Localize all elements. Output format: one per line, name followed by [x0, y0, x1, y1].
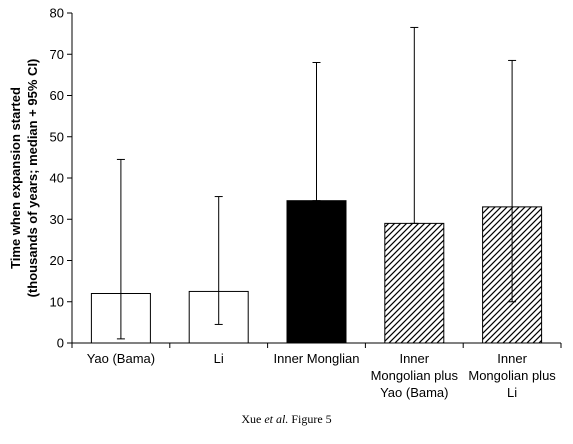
y-tick-label: 40 [50, 171, 64, 186]
x-tick-label-line: Yao (Bama) [87, 351, 155, 366]
x-tick-labels: Yao (Bama) Li Inner Monglian Inner Mongolian… [87, 351, 557, 400]
y-tick-label: 20 [50, 253, 64, 268]
y-tick-label: 50 [50, 129, 64, 144]
y-axis-label: Time when expansion started (thousands of… [8, 59, 40, 298]
y-tick-label: 0 [57, 336, 64, 351]
x-tick-label: Yao (Bama) [87, 351, 155, 366]
x-tick-label-line: Mongolian plus [468, 368, 556, 383]
bar [286, 200, 347, 344]
bars [90, 200, 543, 344]
caption-etal: et al. [264, 412, 289, 426]
x-tick-label-line: Inner [399, 351, 429, 366]
x-tick-label: Inner Mongolian plus Yao (Bama) [371, 351, 459, 400]
x-tick-label: Li [214, 351, 224, 366]
caption-author: Xue [241, 412, 262, 426]
y-tick-label: 70 [50, 47, 64, 62]
bar [384, 222, 445, 344]
x-tick-label-line: Inner [497, 351, 527, 366]
y-axis-title: Time when expansion started (thousands of… [8, 59, 40, 298]
x-tick-label: Inner Mongolian plus Li [468, 351, 556, 400]
caption-figure: Figure 5 [291, 412, 332, 426]
y-axis-title-line: (thousands of years; median + 95% CI) [25, 59, 40, 298]
y-tick-label: 60 [50, 88, 64, 103]
y-axis-title-line: Time when expansion started [8, 87, 23, 269]
x-tick-label-line: Li [214, 351, 224, 366]
x-tick-label-line: Yao (Bama) [380, 385, 448, 400]
x-tick-label-line: Inner Monglian [274, 351, 360, 366]
error-bars [116, 26, 517, 340]
figure-caption: Xue et al. Figure 5 [0, 412, 573, 427]
y-tick-label: 10 [50, 294, 64, 309]
axes [67, 12, 562, 348]
y-tick-labels: 0 10 20 30 40 50 60 70 80 [50, 6, 64, 351]
x-tick-label: Inner Monglian [274, 351, 360, 366]
y-tick-label: 80 [50, 6, 64, 21]
x-tick-label-line: Mongolian plus [371, 368, 459, 383]
x-tick-label-line: Li [507, 385, 517, 400]
y-tick-label: 30 [50, 212, 64, 227]
